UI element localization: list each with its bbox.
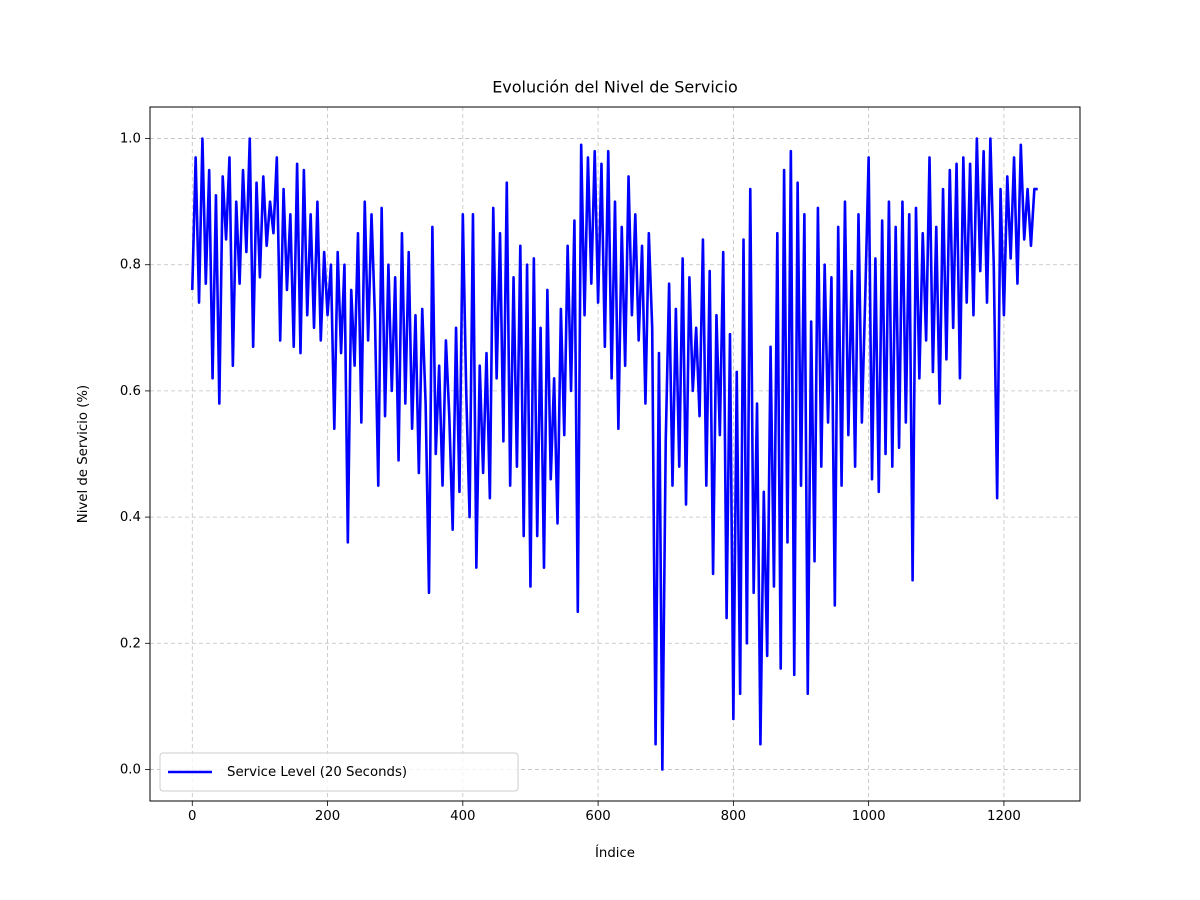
x-tick-label: 1200 — [987, 809, 1021, 824]
x-tick-label: 1000 — [852, 809, 886, 824]
y-tick-label: 0.0 — [120, 762, 141, 777]
y-axis-label: Nivel de Servicio (%) — [76, 385, 91, 524]
y-tick-label: 0.4 — [120, 510, 141, 525]
x-axis-label: Índice — [595, 844, 635, 861]
x-tick-label: 0 — [188, 809, 196, 824]
plot-frame — [149, 106, 1081, 802]
y-tick-label: 0.8 — [120, 258, 141, 273]
x-tick-label: 200 — [315, 809, 340, 824]
legend-label: Service Level (20 Seconds) — [227, 765, 407, 780]
legend-box — [159, 752, 519, 792]
y-tick-label: 1.0 — [120, 132, 141, 147]
data-line — [190, 137, 1038, 771]
x-tick-label: 600 — [585, 809, 610, 824]
x-tick-label: 400 — [450, 809, 475, 824]
x-tick-label: 800 — [721, 809, 746, 824]
y-tick-label: 0.6 — [120, 384, 141, 399]
chart-title: Evolución del Nivel de Servicio — [492, 78, 738, 97]
y-tick-label: 0.2 — [120, 636, 141, 651]
